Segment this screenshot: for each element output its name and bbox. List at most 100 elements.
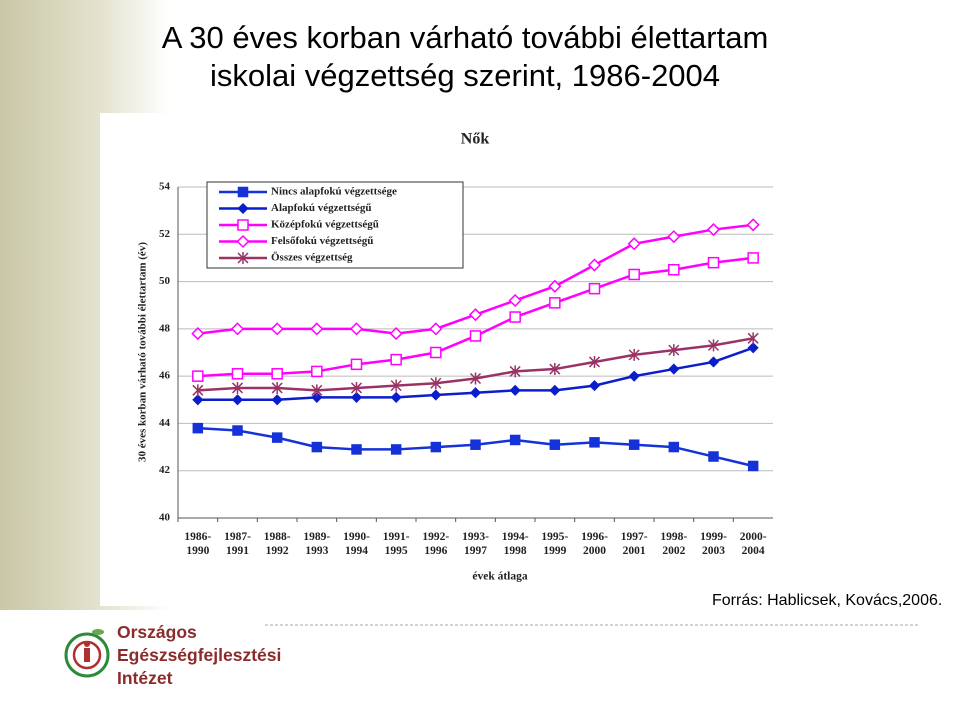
marker (509, 434, 521, 446)
x-tick-label: 1992-1996 (422, 531, 450, 557)
marker (232, 425, 243, 436)
x-tick-label: 1998-2002 (660, 531, 688, 557)
y-tick-label: 50 (159, 275, 171, 287)
marker (311, 441, 323, 453)
marker (311, 365, 323, 378)
marker (707, 356, 720, 368)
marker (231, 368, 244, 380)
source: Forrás: Hablicsek, Kovács,2006. (712, 592, 943, 609)
marker (271, 368, 283, 380)
marker (549, 439, 561, 450)
marker (350, 391, 363, 403)
marker (628, 268, 640, 281)
marker (430, 346, 442, 359)
marker (192, 370, 204, 382)
marker (351, 444, 362, 455)
legend-label: Középfokú végzettségű (271, 219, 379, 231)
marker (468, 308, 483, 322)
marker (430, 389, 442, 401)
legend-label: Alapfokú végzettségű (271, 202, 372, 214)
marker (668, 344, 680, 357)
marker (389, 327, 403, 341)
marker (509, 384, 521, 396)
marker (746, 218, 760, 232)
marker (747, 460, 759, 472)
marker (469, 372, 482, 385)
marker (667, 230, 681, 244)
marker (469, 330, 482, 342)
logo-text: Egészségfejlesztési (117, 645, 282, 665)
x-tick-label: 1990-1994 (343, 531, 370, 557)
marker (707, 256, 720, 269)
slide-title: A 30 éves korban várható további élettar… (161, 20, 769, 55)
marker (192, 394, 204, 406)
legend-marker (236, 234, 250, 249)
marker (310, 322, 324, 336)
marker (668, 264, 680, 276)
marker (470, 439, 481, 450)
legend-label: Összes végzettség (271, 251, 353, 264)
legend-marker (237, 219, 249, 231)
x-tick-label: 1988-1992 (263, 531, 291, 557)
marker (390, 444, 402, 455)
x-tick-label: 1986-1990 (184, 531, 212, 557)
marker (430, 377, 442, 390)
marker (747, 342, 759, 354)
x-tick-label: 1995-1999 (541, 531, 569, 557)
marker (231, 381, 244, 394)
legend-marker (237, 252, 249, 264)
x-tick-label: 1997-2001 (620, 531, 648, 557)
marker (271, 394, 283, 406)
marker (509, 365, 521, 378)
marker (390, 379, 402, 392)
marker (350, 358, 363, 371)
marker (192, 422, 204, 434)
marker (508, 293, 522, 308)
marker (271, 432, 283, 443)
logo-figure (84, 648, 90, 662)
slide-title: iskolai végzettség szerint, 1986-2004 (209, 58, 721, 93)
marker (588, 355, 601, 368)
marker (390, 391, 402, 403)
marker (668, 441, 680, 453)
marker (390, 353, 402, 366)
marker (628, 348, 640, 361)
marker (191, 327, 205, 341)
marker (589, 437, 600, 448)
marker (271, 381, 283, 394)
y-tick-label: 52 (159, 228, 171, 240)
marker (587, 258, 602, 272)
marker (230, 322, 245, 336)
marker (628, 439, 640, 450)
legend-label: Felsőfokú végzettségű (271, 235, 373, 247)
logo-figure (84, 641, 90, 647)
y-axis-title: 30 éves korban várható további élettarta… (137, 242, 149, 462)
legend-marker (237, 202, 249, 215)
y-tick-label: 44 (159, 417, 171, 429)
marker (706, 222, 721, 237)
marker (549, 384, 561, 396)
marker (311, 384, 323, 397)
logo-ring (64, 632, 110, 678)
logo-text: Országos (117, 622, 197, 642)
marker (509, 311, 521, 323)
marker (548, 279, 562, 293)
x-tick-label: 1999-2003 (700, 531, 727, 557)
marker (270, 322, 284, 336)
marker (747, 332, 759, 345)
logo-text: Intézet (117, 668, 173, 688)
marker (668, 363, 680, 375)
marker (350, 381, 363, 394)
marker (430, 441, 442, 453)
x-axis-title: évek átlaga (472, 571, 528, 583)
x-tick-label: 1993-1997 (462, 531, 489, 557)
marker (192, 384, 204, 397)
chart-title: Nők (461, 131, 490, 148)
marker (588, 282, 601, 295)
x-tick-label: 1987-1991 (224, 531, 251, 557)
y-tick-label: 40 (159, 512, 171, 524)
marker (708, 451, 719, 462)
marker (747, 252, 759, 264)
